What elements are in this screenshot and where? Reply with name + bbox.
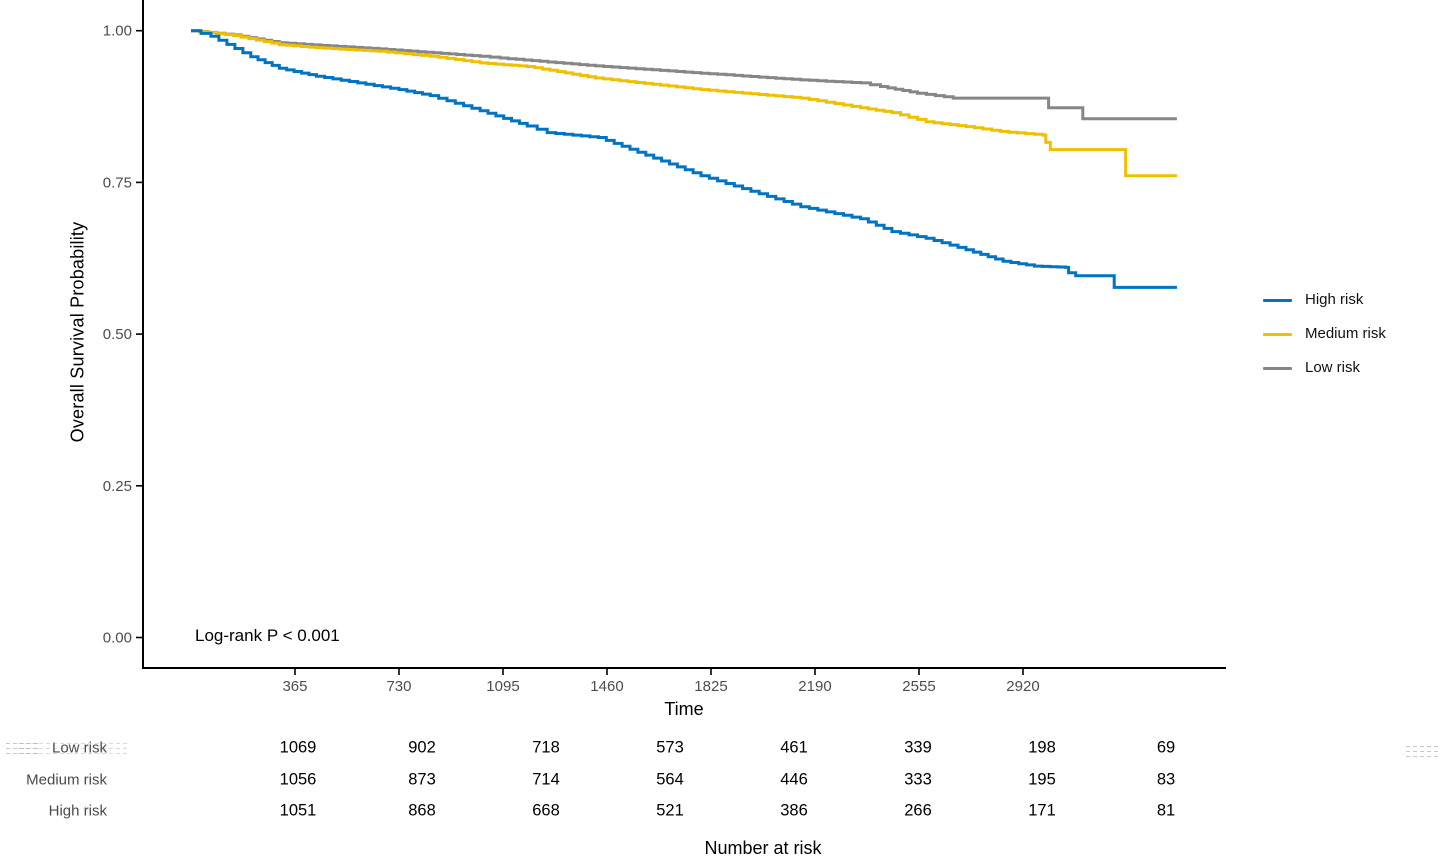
legend-label: High risk <box>1305 291 1364 308</box>
risk-row-label-high-risk: High risk <box>48 802 107 819</box>
risk-count-cell: 873 <box>408 770 436 788</box>
risk-count-cell: 195 <box>1028 770 1056 788</box>
risk-row-label-low-risk: Low risk <box>51 739 107 757</box>
x-tick-label: 2190 <box>798 678 831 695</box>
x-axis-title: Time <box>664 699 704 719</box>
risk-count-cell: 521 <box>656 801 684 819</box>
y-tick-label: 0.75 <box>103 174 132 191</box>
survival-curve-medium-risk <box>191 29 1177 178</box>
risk-count-cell: 339 <box>904 738 932 757</box>
artifact-hatch-left <box>6 741 38 755</box>
risk-table-title: Number at risk <box>704 838 822 858</box>
risk-count-cell: 718 <box>532 738 560 757</box>
risk-count-cell: 1051 <box>279 801 317 819</box>
x-tick-label: 2555 <box>902 678 935 695</box>
x-tick-label: 1460 <box>590 678 623 695</box>
risk-count-cell: 171 <box>1028 801 1056 819</box>
risk-count-cell: 333 <box>904 770 932 788</box>
x-tick-label: 1095 <box>486 678 519 695</box>
risk-row-label-medium-risk: Medium risk <box>26 771 107 788</box>
legend-label: Low risk <box>1305 359 1361 376</box>
risk-count-cell: 714 <box>532 770 560 788</box>
risk-count-cell: 868 <box>408 801 436 819</box>
x-tick-label: 2920 <box>1006 678 1039 695</box>
x-tick-label: 365 <box>282 678 307 695</box>
survival-plot-panel: 1.00 0.75 0.50 0.25 0.00 365 730 1095 1460 1825 21… <box>103 0 1226 695</box>
legend-line-swatch <box>1263 299 1292 302</box>
risk-count-cell: 69 <box>1156 738 1176 757</box>
risk-count-cell: 902 <box>408 738 436 757</box>
legend-item-low-risk: Low risk <box>1263 359 1423 377</box>
legend-line-swatch <box>1263 333 1292 336</box>
survival-curve-low-risk <box>191 29 1177 121</box>
risk-count-cell: 564 <box>656 770 684 788</box>
y-tick-label: 0.25 <box>103 478 132 495</box>
legend-item-high-risk: High risk <box>1263 291 1423 309</box>
y-tick-label: 1.00 <box>103 23 132 40</box>
risk-count-cell: 386 <box>780 801 808 819</box>
y-axis-title: Overall Survival Probability <box>67 221 88 443</box>
y-tick-label: 0.50 <box>103 326 132 343</box>
legend-item-medium-risk: Medium risk <box>1263 325 1423 343</box>
x-tick-label: 1825 <box>694 678 727 695</box>
legend-line-swatch <box>1263 367 1292 370</box>
risk-count-cell: 1056 <box>279 770 317 788</box>
risk-count-cell: 266 <box>904 801 932 819</box>
risk-count-cell: 83 <box>1156 770 1176 788</box>
legend-label: Medium risk <box>1305 325 1386 342</box>
logrank-annotation: Log-rank P < 0.001 <box>195 626 340 645</box>
risk-count-cell: 198 <box>1028 738 1056 757</box>
risk-count-cell: 446 <box>780 770 808 788</box>
risk-count-cell: 1069 <box>279 738 317 757</box>
x-tick-label: 730 <box>386 678 411 695</box>
y-tick-label: 0.00 <box>103 630 132 647</box>
risk-count-cell: 461 <box>780 738 808 757</box>
artifact-hatch-row-label <box>18 741 130 755</box>
risk-count-cell: 81 <box>1156 801 1176 819</box>
artifact-hatch-right <box>1406 744 1438 758</box>
risk-count-cell: 668 <box>532 801 560 819</box>
risk-count-cell: 573 <box>656 738 684 757</box>
survival-curve-high-risk <box>191 29 1177 289</box>
